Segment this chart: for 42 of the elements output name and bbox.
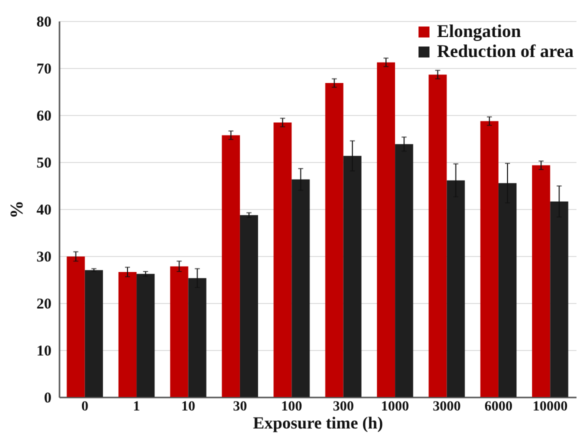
x-tick-label: 30 [232, 400, 247, 414]
bar [532, 165, 550, 397]
bar [498, 183, 517, 397]
y-tick-label: 60 [36, 108, 52, 124]
bar [343, 156, 362, 397]
bar [118, 272, 137, 397]
bar [274, 122, 292, 397]
y-tick-label: 20 [36, 296, 52, 312]
bar [395, 144, 414, 397]
bar [170, 266, 188, 397]
legend-label: Elongation [437, 21, 522, 41]
bar [292, 179, 310, 397]
y-tick-label: 10 [36, 344, 52, 360]
x-tick-label: 6000 [484, 400, 512, 414]
x-tick-label: 3000 [432, 400, 461, 414]
y-tick-label: 30 [36, 250, 52, 266]
x-tick-label: 100 [281, 400, 302, 414]
y-tick-label: 70 [36, 62, 52, 78]
y-axis-title: % [6, 200, 26, 218]
y-tick-label: 80 [36, 14, 52, 30]
bar [188, 278, 206, 397]
x-tick-label: 10000 [532, 400, 568, 414]
y-tick-label: 40 [36, 202, 52, 218]
bar [66, 256, 85, 397]
bar [480, 121, 498, 397]
bar [222, 135, 240, 397]
x-tick-label: 1000 [381, 400, 410, 414]
bar [446, 180, 465, 397]
x-tick-label: 10 [181, 400, 196, 414]
x-axis-title: Exposure time (h) [252, 414, 384, 432]
bar [84, 270, 103, 397]
x-tick-label: 1 [133, 400, 140, 414]
bar [325, 83, 344, 397]
bar [240, 215, 258, 397]
legend-label: Reduction of area [437, 41, 574, 61]
bar [428, 74, 447, 397]
y-tick-label: 50 [36, 156, 52, 172]
bar [550, 201, 568, 397]
bar [136, 274, 155, 397]
x-tick-label: 0 [81, 400, 88, 414]
bar [376, 62, 396, 397]
x-tick-label: 300 [332, 400, 354, 414]
